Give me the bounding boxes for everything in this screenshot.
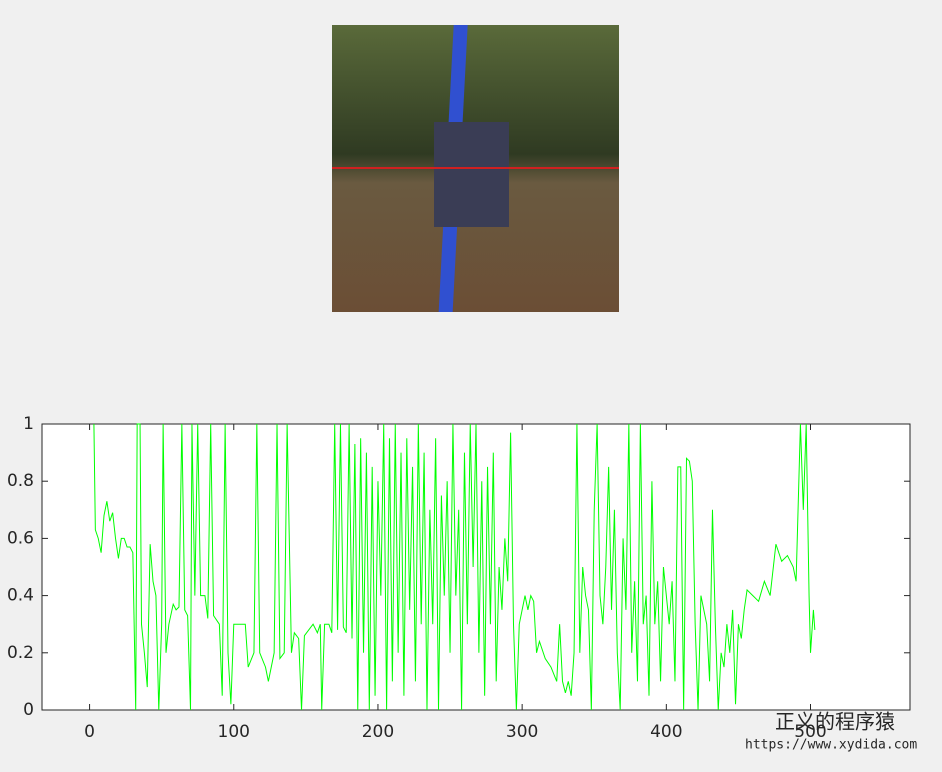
x-tick-label: 500 bbox=[794, 722, 826, 742]
y-tick-label: 0.6 bbox=[7, 528, 34, 548]
data-line bbox=[93, 423, 816, 711]
axes bbox=[41, 423, 911, 711]
watermark: 正义的程序猿 bbox=[775, 710, 895, 734]
x-tick-label: 300 bbox=[506, 722, 538, 742]
plot: 0 100 200 300 400 500 0 0.2 0.4 0.6 0.8 1 bbox=[7, 414, 910, 742]
y-tick-label: 1 bbox=[23, 414, 34, 434]
watermark-url: https://www.xydida.com bbox=[745, 738, 917, 753]
y-tick-label: 0.8 bbox=[7, 471, 34, 491]
y-tick-label: 0.2 bbox=[7, 643, 34, 663]
y-tick-label: 0.4 bbox=[7, 586, 34, 606]
x-tick-label: 400 bbox=[650, 722, 682, 742]
y-tick-label: 0 bbox=[23, 700, 34, 720]
x-tick-label: 0 bbox=[84, 722, 95, 742]
sign bbox=[434, 122, 509, 227]
image bbox=[332, 25, 619, 312]
x-tick-label: 100 bbox=[218, 722, 250, 742]
x-tick-label: 200 bbox=[362, 722, 394, 742]
